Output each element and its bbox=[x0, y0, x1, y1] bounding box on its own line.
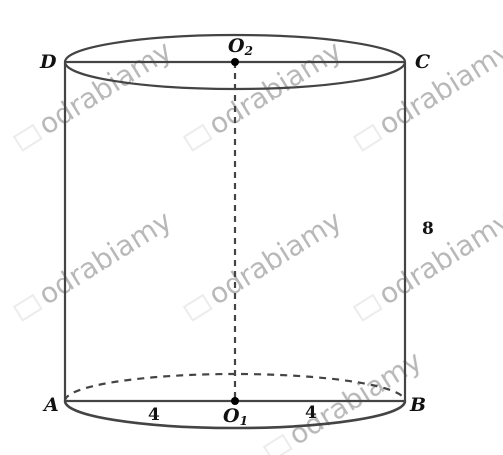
watermark-text: odrabiamy bbox=[203, 204, 348, 312]
bottom-ellipse-front bbox=[63, 400, 407, 430]
label-d: D bbox=[39, 51, 57, 73]
watermark-tile: odrabiamy bbox=[262, 344, 427, 455]
watermark-tile: odrabiamy bbox=[12, 204, 178, 322]
watermark-tile: odrabiamy bbox=[12, 34, 177, 152]
label-o2: O2 bbox=[228, 35, 253, 58]
label-height: 8 bbox=[422, 219, 434, 239]
watermark-tile: odrabiamy bbox=[182, 204, 348, 322]
label-a: A bbox=[42, 394, 59, 416]
label-radius-right: 4 bbox=[305, 403, 317, 423]
watermark-text: odrabiamy bbox=[373, 34, 503, 142]
watermark-layer: odrabiamy odrabiamy odrabiamy odrabiamy … bbox=[12, 34, 503, 455]
label-b: B bbox=[409, 394, 426, 416]
label-c: C bbox=[415, 51, 430, 73]
point-o2 bbox=[231, 58, 239, 66]
label-radius-left: 4 bbox=[148, 405, 160, 425]
watermark-text: odrabiamy bbox=[33, 204, 178, 312]
watermark-tile: odrabiamy bbox=[182, 34, 347, 152]
watermark-text: odrabiamy bbox=[373, 204, 503, 312]
point-o1 bbox=[231, 397, 239, 405]
label-o1: O1 bbox=[223, 405, 248, 428]
